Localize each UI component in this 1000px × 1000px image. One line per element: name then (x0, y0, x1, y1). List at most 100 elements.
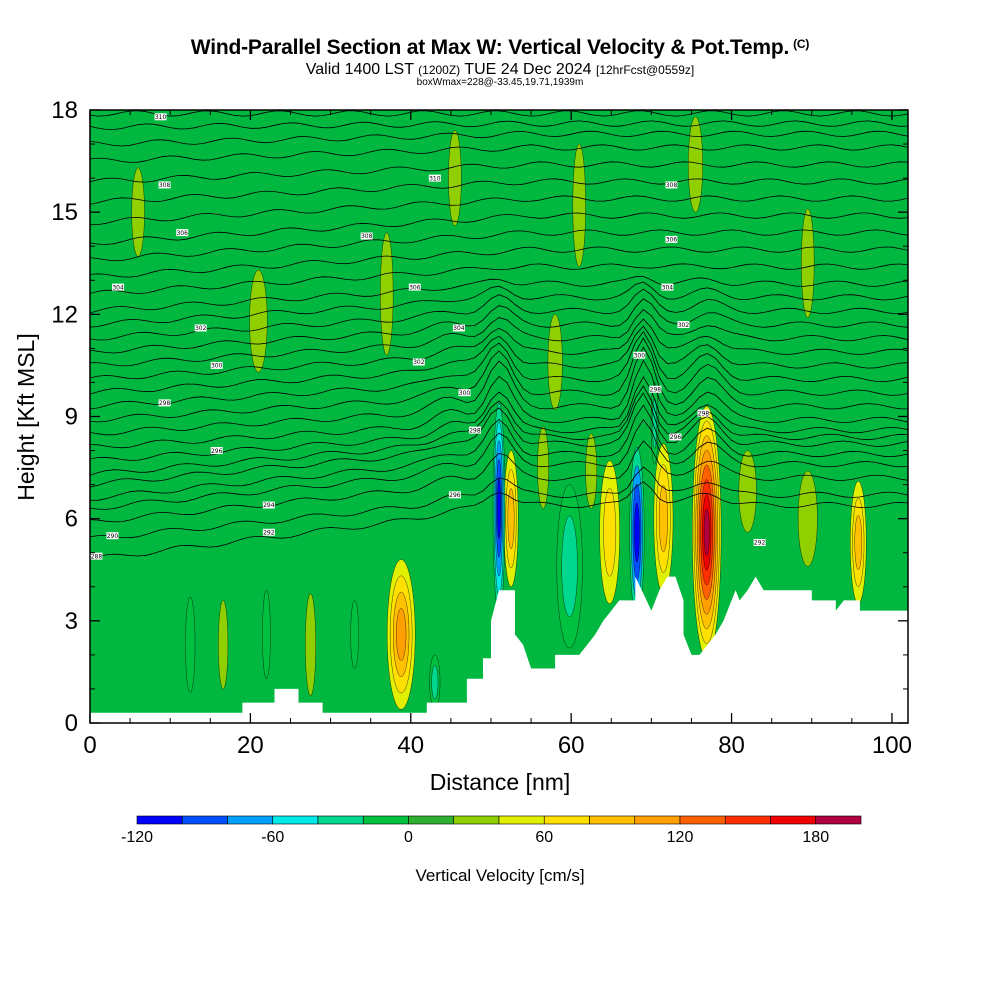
theta-contour (90, 337, 908, 423)
theta-contour (90, 418, 908, 510)
theta-contour (90, 385, 908, 476)
velocity-contour (797, 470, 818, 567)
colorbar: -120 -60 0 60 120 180 (121, 815, 862, 846)
contour-label: 302 (194, 324, 207, 332)
x-tick-label: 0 (83, 732, 96, 759)
y-tick-label: 0 (65, 710, 78, 737)
theta-contour (90, 330, 908, 410)
contour-label-text: 298 (469, 427, 481, 434)
velocity-contour (448, 130, 462, 226)
contour-label-bg (661, 283, 674, 291)
x-tick-label: 60 (558, 732, 585, 759)
contour-label-text: 308 (361, 233, 373, 240)
velocity-cell (448, 130, 462, 226)
theta-contour (90, 298, 908, 354)
velocity-cell (386, 559, 416, 710)
velocity-cell (688, 116, 703, 213)
colorbar-swatch (453, 815, 500, 825)
contour-label-text: 298 (159, 400, 171, 407)
colorbar-swatch (498, 815, 545, 825)
velocity-cell (650, 382, 659, 465)
velocity-contour (585, 433, 598, 509)
theta-contour (90, 466, 908, 539)
contour-label-bg (448, 491, 461, 499)
theta-contour (90, 346, 908, 436)
x-tick-label: 40 (397, 732, 424, 759)
contour-label: 294 (262, 501, 275, 509)
velocity-cell (262, 590, 271, 679)
contour-label-bg (112, 283, 125, 291)
contour-label-text: 302 (413, 359, 425, 366)
theta-contour (90, 359, 908, 449)
contour-label: 296 (669, 433, 682, 441)
colorbar-swatch (770, 815, 817, 825)
contour-label-text: 298 (698, 410, 710, 417)
velocity-contour (561, 515, 578, 617)
theta-contour (90, 120, 908, 130)
potential-temperature-contours (90, 110, 908, 560)
contour-label-bg (753, 539, 766, 547)
theta-contour (90, 195, 908, 226)
contour-label: 300 (210, 361, 223, 370)
velocity-contour (396, 608, 407, 661)
x-axis-label: Distance [nm] (430, 769, 571, 795)
theta-contour (90, 318, 908, 380)
contour-label: 298 (649, 385, 662, 393)
theta-contour (90, 263, 908, 294)
theta-contour (90, 288, 908, 341)
contour-label-text: 310 (155, 114, 167, 121)
colorbar-tick-label: -60 (261, 829, 284, 846)
velocity-cell (503, 450, 519, 587)
contour-label-text: 296 (449, 492, 461, 499)
x-tick-label: 20 (237, 732, 264, 759)
contour-label-bg (158, 399, 171, 407)
theta-contour (90, 481, 908, 560)
contour-label: 306 (408, 283, 421, 291)
velocity-cell (492, 402, 506, 615)
velocity-contour (507, 488, 515, 550)
contour-label-bg (428, 174, 441, 182)
title-text: Wind-Parallel Section at Max W: Vertical… (190, 36, 790, 59)
contour-label-bg (412, 358, 425, 366)
contour-label-bg (210, 361, 223, 369)
contour-label-text: 308 (159, 182, 171, 189)
contour-label-text: 298 (650, 386, 662, 393)
contour-label: 292 (262, 528, 275, 536)
contour-label: 310 (154, 113, 167, 121)
velocity-cell (556, 484, 583, 649)
contour-label-text: 294 (263, 502, 275, 509)
contour-label-text: 308 (666, 182, 678, 189)
terrain-mask (90, 576, 908, 723)
colorbar-swatch (815, 815, 862, 825)
contour-label: 306 (665, 235, 678, 244)
contour-label: 296 (210, 447, 223, 455)
contour-label-text: 296 (211, 448, 223, 455)
contour-label-bg (669, 433, 682, 441)
contour-label-bg (408, 283, 421, 291)
velocity-cell (599, 460, 620, 604)
contour-label: 302 (412, 358, 425, 366)
y-tick-label: 6 (65, 506, 78, 533)
velocity-contour (703, 508, 710, 556)
theta-contour (90, 440, 908, 523)
plot-area: 288 290 292 294 296 298 300 302 304 306 308 310 296 2… (90, 110, 908, 723)
contour-label: 304 (452, 324, 465, 332)
contour-label-text: 296 (670, 434, 682, 441)
theta-contour (90, 178, 908, 205)
axis-ticks: 0 20 40 60 80 100 0 3 6 9 12 15 18 (51, 97, 912, 759)
contour-label-text: 304 (453, 325, 465, 332)
contour-label-bg (649, 385, 662, 393)
colorbar-swatch (272, 815, 319, 825)
velocity-contour (305, 593, 316, 696)
contour-label: 288 (90, 552, 103, 560)
velocity-contour (185, 596, 196, 693)
contour-label-bg (452, 324, 465, 332)
contour-label: 304 (661, 283, 674, 291)
colorbar-swatch (136, 815, 183, 825)
colorbar-swatch (181, 815, 228, 825)
velocity-field (131, 116, 867, 710)
contour-label: 310 (428, 174, 441, 182)
theta-contour (90, 325, 908, 395)
contour-label-text: 300 (211, 363, 223, 370)
theta-contour (90, 229, 908, 262)
